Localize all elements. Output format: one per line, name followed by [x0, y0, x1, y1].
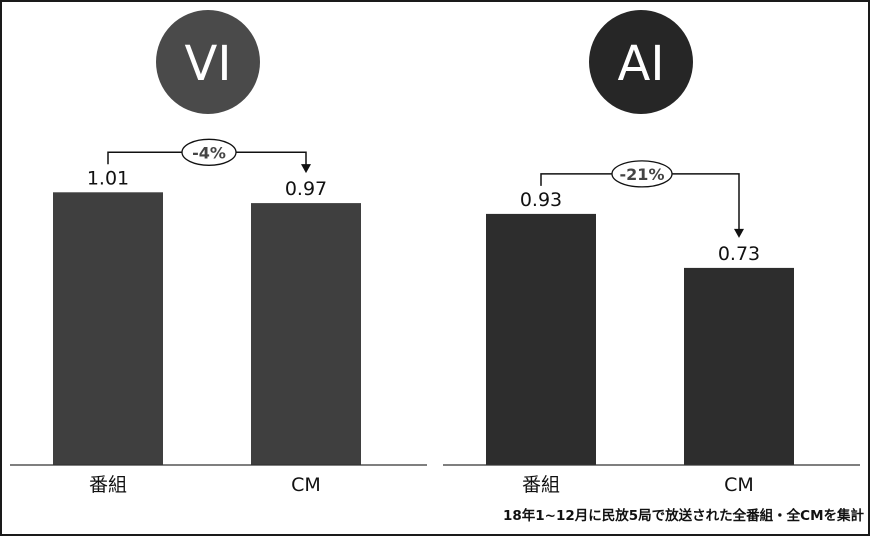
- ai-bar-cm: [684, 267, 794, 465]
- ai-change-label: -21%: [620, 165, 665, 184]
- vi-chart-panel: VI 1.01 番組 0.97 CM -4%: [2, 2, 432, 534]
- ai-category-label: CM: [724, 474, 754, 496]
- vi-title: VI: [185, 36, 232, 92]
- ai-value-label: 0.73: [718, 243, 760, 265]
- ai-chart-panel: AI 0.93 番組 0.73 CM -21%: [435, 2, 865, 534]
- vi-change-badge: [181, 138, 237, 166]
- vi-category-label: CM: [291, 474, 321, 496]
- ai-value-label: 0.93: [520, 189, 562, 211]
- vi-value-label: 0.97: [285, 178, 327, 200]
- vi-title-badge: [156, 10, 260, 114]
- ai-change-badge: [611, 160, 673, 188]
- ai-title: AI: [618, 36, 665, 92]
- ai-chart-svg: AI 0.93 番組 0.73 CM -21%: [443, 10, 860, 496]
- ai-bar-program: [486, 213, 596, 465]
- vi-category-label: 番組: [89, 474, 127, 496]
- vi-change-label: -4%: [192, 143, 226, 162]
- ai-change-arrowhead: [734, 228, 744, 238]
- footnote: 18年1~12月に民放5局で放送された全番組・全CMを集計: [502, 508, 864, 524]
- ai-title-badge: [589, 10, 693, 114]
- vi-change-arrowhead: [301, 164, 311, 174]
- vi-chart-svg: VI 1.01 番組 0.97 CM -4%: [10, 10, 427, 496]
- ai-category-label: 番組: [522, 474, 560, 496]
- vi-bar-cm: [251, 203, 361, 465]
- vi-bar-program: [53, 192, 163, 466]
- vi-value-label: 1.01: [87, 167, 129, 189]
